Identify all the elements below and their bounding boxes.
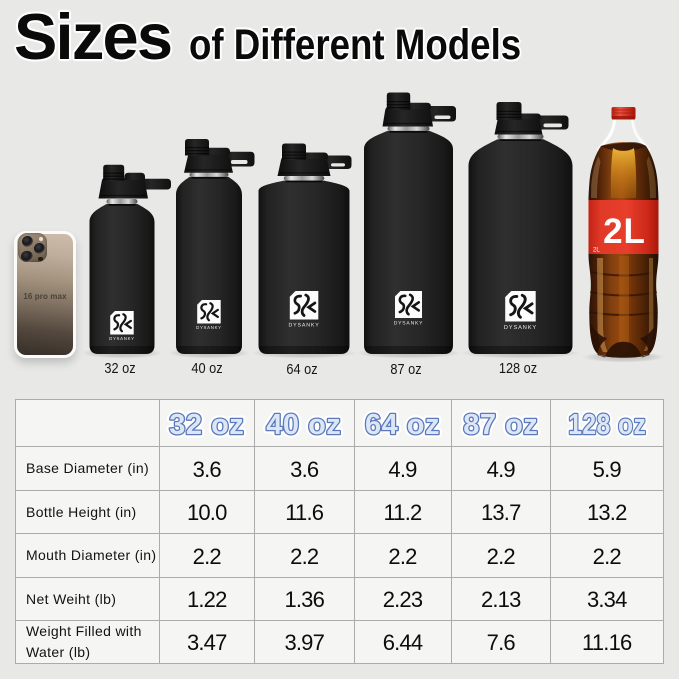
svg-text:64 oz: 64 oz <box>365 409 440 441</box>
svg-text:40 oz: 40 oz <box>267 409 342 441</box>
svg-text:128 oz: 128 oz <box>568 408 646 440</box>
svg-text:DYSANKY: DYSANKY <box>504 325 537 331</box>
svg-text:DYSANKY: DYSANKY <box>196 325 222 330</box>
svg-text:32 oz: 32 oz <box>169 409 244 441</box>
svg-text:DYSANKY: DYSANKY <box>288 322 319 328</box>
svg-text:DYSANKY: DYSANKY <box>109 336 135 341</box>
svg-text:87 oz: 87 oz <box>463 409 538 441</box>
svg-text:2L: 2L <box>603 212 646 251</box>
svg-text:87 oz: 87 oz <box>463 409 538 441</box>
svg-text:2L: 2L <box>593 248 600 254</box>
svg-text:128 oz: 128 oz <box>568 408 646 440</box>
svg-text:32 oz: 32 oz <box>169 409 244 441</box>
svg-text:64 oz: 64 oz <box>365 409 440 441</box>
svg-text:DYSANKY: DYSANKY <box>394 320 424 326</box>
svg-text:40 oz: 40 oz <box>267 409 342 441</box>
